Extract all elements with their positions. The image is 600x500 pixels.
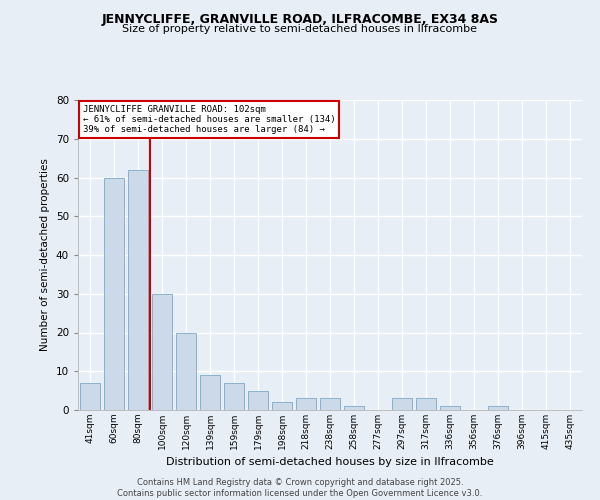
- Text: JENNYCLIFFE GRANVILLE ROAD: 102sqm
← 61% of semi-detached houses are smaller (13: JENNYCLIFFE GRANVILLE ROAD: 102sqm ← 61%…: [83, 104, 335, 134]
- Bar: [80, 383, 100, 410]
- Bar: [224, 383, 244, 410]
- Bar: [320, 398, 340, 410]
- Bar: [272, 402, 292, 410]
- Bar: [296, 398, 316, 410]
- Bar: [344, 406, 364, 410]
- Bar: [248, 390, 268, 410]
- Text: JENNYCLIFFE, GRANVILLE ROAD, ILFRACOMBE, EX34 8AS: JENNYCLIFFE, GRANVILLE ROAD, ILFRACOMBE,…: [101, 12, 499, 26]
- Bar: [416, 398, 436, 410]
- Text: Contains HM Land Registry data © Crown copyright and database right 2025.
Contai: Contains HM Land Registry data © Crown c…: [118, 478, 482, 498]
- Bar: [128, 170, 148, 410]
- Bar: [200, 375, 220, 410]
- Bar: [392, 398, 412, 410]
- Bar: [104, 178, 124, 410]
- Text: Size of property relative to semi-detached houses in Ilfracombe: Size of property relative to semi-detach…: [122, 24, 478, 34]
- Bar: [176, 332, 196, 410]
- Y-axis label: Number of semi-detached properties: Number of semi-detached properties: [40, 158, 50, 352]
- Bar: [488, 406, 508, 410]
- Bar: [152, 294, 172, 410]
- Bar: [440, 406, 460, 410]
- X-axis label: Distribution of semi-detached houses by size in Ilfracombe: Distribution of semi-detached houses by …: [166, 458, 494, 468]
